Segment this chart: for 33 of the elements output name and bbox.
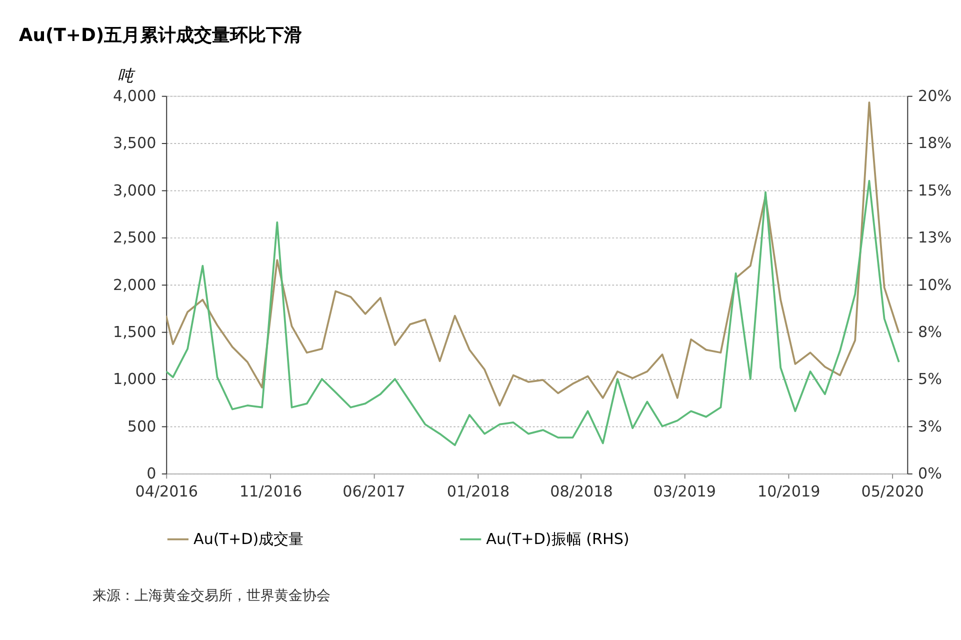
x-tick-label: 03/2019 (653, 482, 716, 501)
x-tick-label: 11/2016 (239, 482, 302, 501)
line-series (166, 102, 900, 406)
legend-label: Au(T+D)振幅 (RHS) (486, 530, 630, 548)
x-tick-label: 01/2018 (446, 482, 510, 501)
source-note: 来源：上海黄金交易所，世界黄金协会 (92, 588, 331, 604)
y2-tick-label: 18% (918, 134, 952, 152)
legend-label: Au(T+D)成交量 (194, 530, 304, 548)
chart-title: Au(T+D)五月累计成交量环比下滑 (18, 25, 302, 46)
x-tick-label: 05/2020 (861, 482, 924, 501)
y2-tick-label: 20% (918, 87, 952, 106)
y2-tick-label: 10% (918, 276, 952, 294)
y2-tick-label: 5% (918, 370, 942, 388)
y-tick-label: 2,500 (113, 228, 156, 247)
x-tick-label: 10/2019 (758, 482, 820, 501)
y-tick-label: 3,000 (113, 181, 156, 200)
y-tick-label: 1,000 (113, 370, 156, 388)
y-axis-title: 吨 (118, 66, 136, 86)
x-tick-label: 04/2016 (135, 482, 198, 501)
y-tick-label: 3,500 (113, 134, 156, 152)
y2-tick-label: 15% (918, 181, 952, 200)
y2-tick-label: 8% (918, 323, 942, 342)
x-tick-label: 06/2017 (342, 482, 406, 501)
y2-tick-label: 13% (918, 228, 952, 247)
y2-tick-label: 0% (918, 464, 942, 483)
line-series (166, 180, 900, 446)
y-tick-label: 500 (127, 417, 156, 436)
x-tick-label: 08/2018 (550, 482, 613, 501)
y-tick-label: 1,500 (113, 323, 156, 342)
y-tick-label: 4,000 (113, 87, 156, 106)
y-tick-label: 2,000 (113, 276, 156, 294)
y2-tick-label: 3% (918, 417, 942, 436)
y-tick-label: 0 (146, 464, 156, 483)
